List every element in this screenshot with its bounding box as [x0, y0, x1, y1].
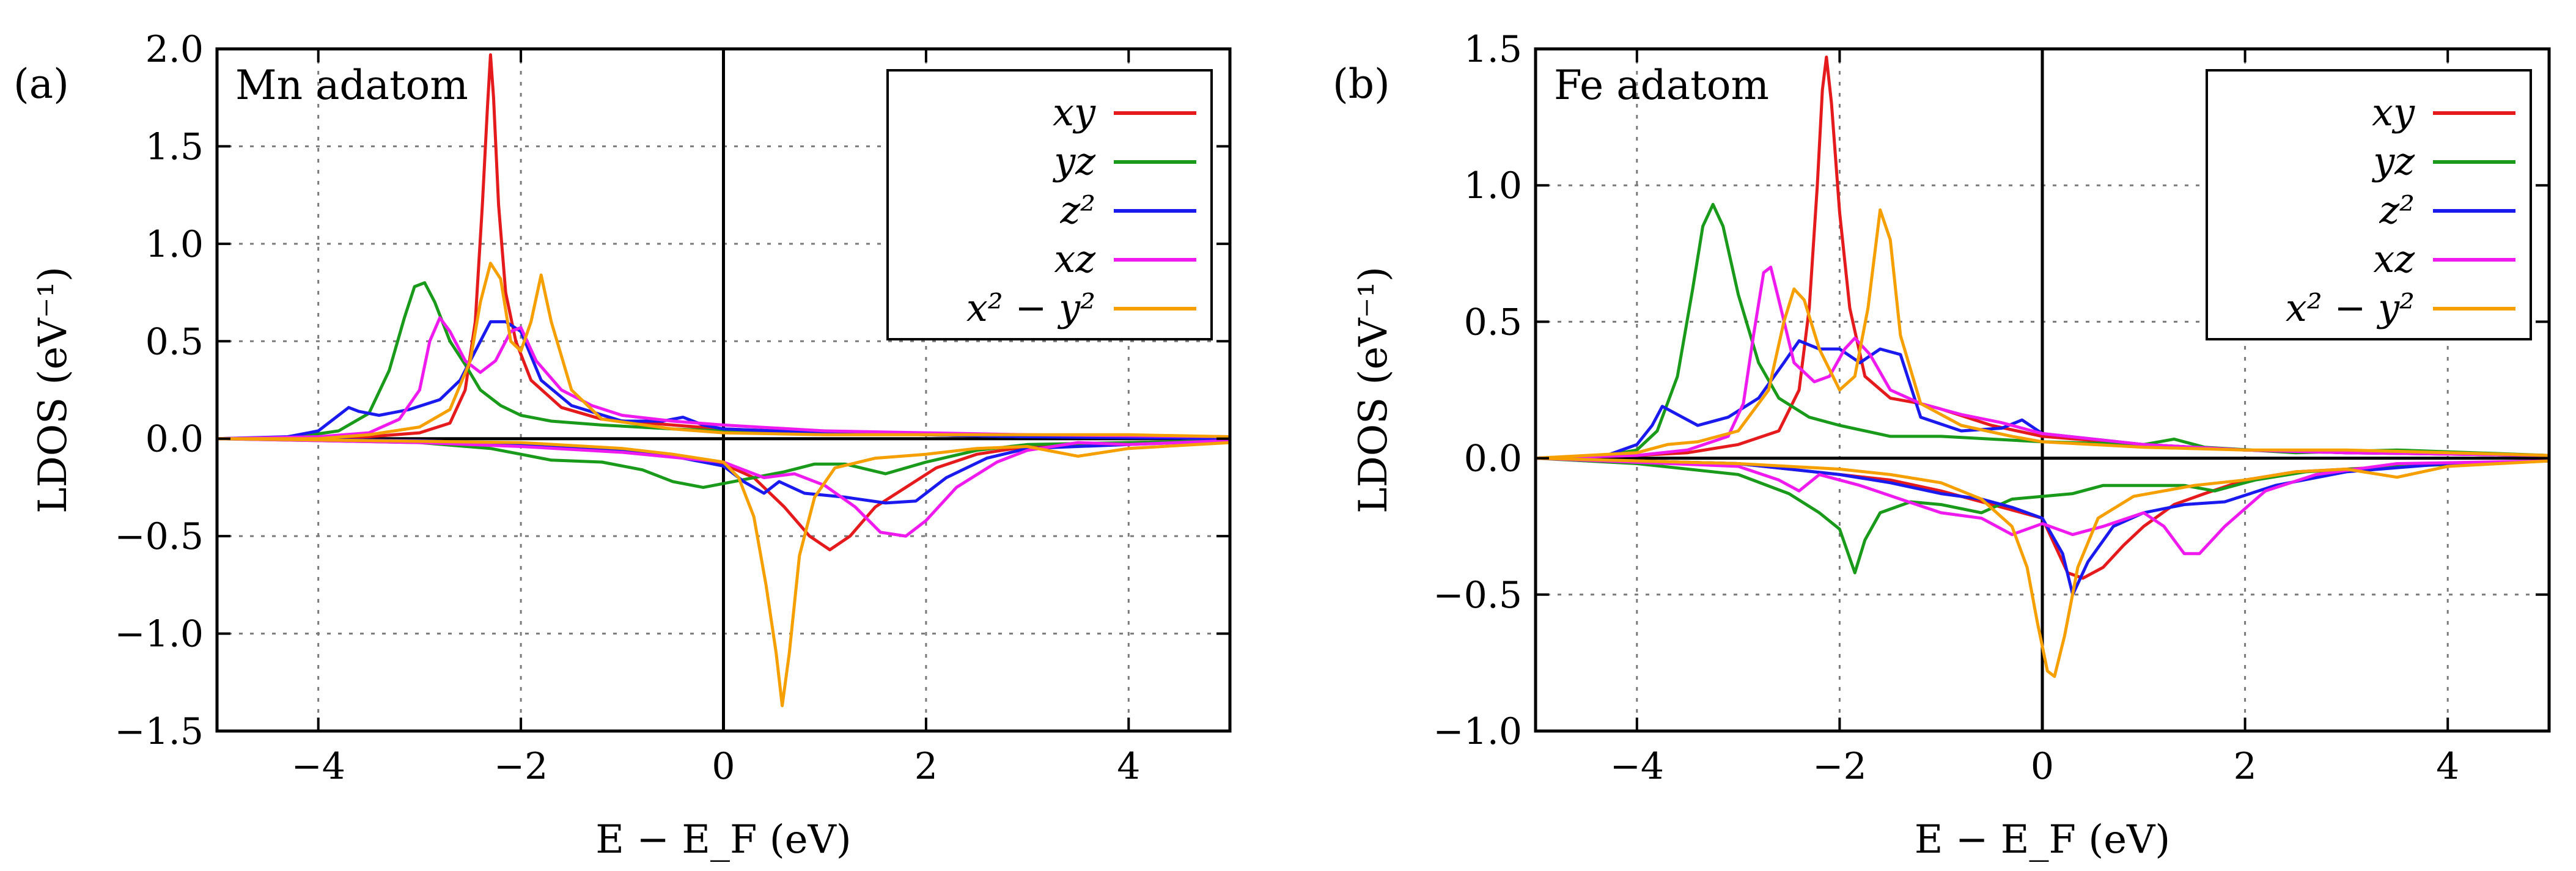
x-tick-label: 2: [2234, 745, 2257, 788]
y-tick-label: 1.5: [145, 125, 204, 168]
legend-entry-label: xy: [2372, 90, 2415, 134]
y-tick-label: 0.0: [1464, 438, 1522, 480]
legend-entry-label: z²: [1059, 188, 1095, 232]
legend-entry-label: x² − y²: [2286, 285, 2415, 330]
series-line-0-up: [1536, 55, 2549, 460]
x-tick-label: 2: [914, 745, 938, 788]
legend-entry-label: x² − y²: [966, 285, 1095, 330]
y-tick-label: −1.5: [114, 710, 204, 753]
x-tick-label: −4: [291, 745, 345, 788]
y-axis-label: LDOS (eV⁻¹): [1351, 266, 1396, 513]
y-tick-label: −1.0: [1433, 710, 1522, 753]
y-tick-label: 0.0: [145, 418, 204, 461]
series-line-3-up: [217, 316, 1230, 441]
y-tick-label: 1.0: [1464, 164, 1522, 207]
series-group: [217, 53, 1230, 707]
series-line-1-down: [1536, 457, 2549, 575]
y-tick-label: −1.0: [114, 613, 204, 656]
y-tick-label: 2.0: [145, 28, 204, 71]
panel-b-chart: −4 −2 0 2 4 −1.0 −0.5 0.0 0.5 1.0 1.5 E − E_F (eV) L…: [1333, 28, 2551, 862]
series-line-4-up: [217, 262, 1230, 441]
legend-entry-label: z²: [2379, 188, 2415, 232]
panel-a-chart: −4 −2 0 2 4 −1.5 −1.0 −0.5 0.0 0.5 1.0 1.5 2.0 E − E_…: [13, 28, 1232, 862]
series-line-4-down: [1536, 457, 2549, 678]
series-line-3-up: [1536, 265, 2549, 460]
panel-title: Fe adatom: [1554, 62, 1769, 109]
y-tick-label: 0.5: [1464, 301, 1522, 344]
legend-entry-label: xz: [1054, 237, 1095, 281]
legend-box: [2206, 69, 2532, 340]
y-tick-label: −0.5: [1433, 574, 1522, 617]
series-line-3-down: [1536, 457, 2549, 556]
x-tick-label: −2: [494, 745, 548, 788]
legend-entry-label: yz: [1052, 139, 1095, 183]
legend-entry-label: xy: [1053, 90, 1096, 134]
legend-box: [886, 69, 1213, 340]
panel-title: Mn adatom: [235, 62, 468, 109]
series-line-2-down: [217, 437, 1230, 505]
x-axis-label: E − E_F (eV): [595, 817, 852, 862]
x-tick-label: −2: [1812, 745, 1866, 788]
y-axis-label: LDOS (eV⁻¹): [31, 266, 76, 513]
y-tick-label: −0.5: [114, 515, 204, 558]
panel-tag: (b): [1333, 61, 1390, 108]
y-tick-label: 0.5: [145, 320, 204, 363]
x-tick-label: 0: [712, 745, 735, 788]
series-line-2-up: [217, 320, 1230, 441]
x-tick-label: 4: [2436, 745, 2459, 788]
x-tick-label: 0: [2031, 745, 2054, 788]
series-group: [1536, 55, 2549, 678]
series-line-1-up: [1536, 202, 2549, 460]
x-axis-label: E − E_F (eV): [1915, 817, 2171, 862]
series-line-4-up: [1536, 208, 2549, 460]
y-tick-label: 1.0: [145, 223, 204, 266]
x-tick-label: 4: [1117, 745, 1140, 788]
y-tick-label: 1.5: [1464, 28, 1522, 71]
legend-entry-label: yz: [2371, 139, 2415, 183]
x-tick-label: −4: [1610, 745, 1664, 788]
series-line-4-down: [217, 437, 1230, 707]
panel-tag: (a): [13, 61, 69, 108]
legend-entry-label: xz: [2373, 237, 2415, 281]
